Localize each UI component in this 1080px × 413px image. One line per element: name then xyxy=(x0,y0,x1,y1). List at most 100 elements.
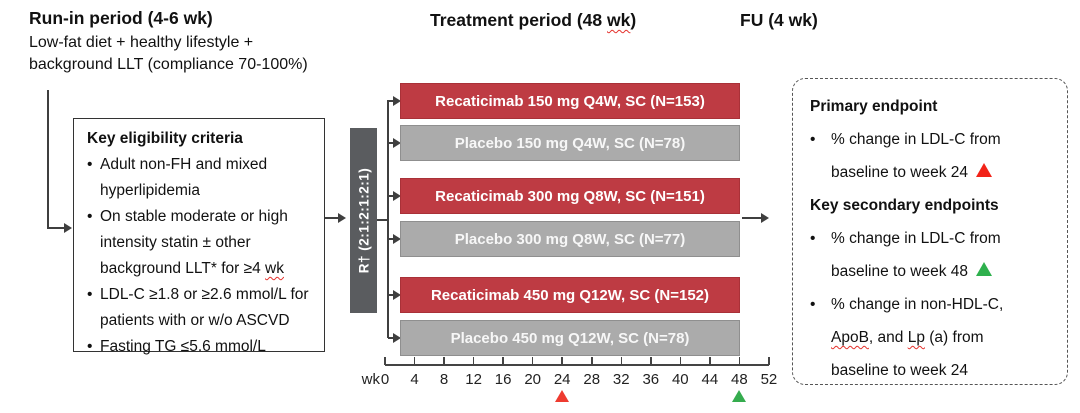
week-tick xyxy=(561,357,563,365)
run-in-description-line2: background LLT (compliance 70-100%) xyxy=(29,56,308,73)
week-tick-label: 8 xyxy=(439,371,449,388)
week-tick-label: 52 xyxy=(760,371,778,388)
eligibility-item: Fasting TG ≤5.6 mmol/L xyxy=(87,334,312,360)
arm-bar-recaticimab-300: Recaticimab 300 mg Q8W, SC (N=151) xyxy=(400,178,740,214)
branch-line-arm2 xyxy=(388,142,394,144)
endpoint-line: ApoB, and Lp (a) from xyxy=(831,329,984,346)
run-in-period-title: Run-in period (4-6 wk) xyxy=(29,8,213,28)
branch-trunk-line xyxy=(387,100,389,338)
week-tick-label: 32 xyxy=(612,371,630,388)
week-tick xyxy=(531,357,534,365)
bullet-icon: • xyxy=(810,131,816,148)
week-tick-label: 16 xyxy=(494,371,512,388)
connector-runin-vertical-line xyxy=(47,90,49,228)
primary-endpoint-item: • % change in LDL-C from baseline to wee… xyxy=(810,123,1059,189)
week-tick xyxy=(679,357,682,365)
arm-label: Placebo 450 mg Q12W, SC (N=78) xyxy=(450,329,690,347)
week-tick xyxy=(413,357,416,365)
arrowhead-arm4-icon xyxy=(393,234,401,244)
arrowhead-arm6-icon xyxy=(393,333,401,343)
week-tick-label: 0 xyxy=(380,371,390,388)
arm-label: Recaticimab 150 mg Q4W, SC (N=153) xyxy=(435,92,705,110)
week24-primary-marker-icon xyxy=(555,390,569,402)
endpoint-line: % change in LDL-C from xyxy=(831,131,1001,148)
arrowhead-into-eligibility-icon xyxy=(64,223,72,233)
endpoint-line: baseline to week 48 xyxy=(831,255,1059,288)
week-tick xyxy=(472,357,475,365)
eligibility-item: LDL-C ≥1.8 or ≥2.6 mmol/L for patients w… xyxy=(87,282,312,334)
arm-bar-placebo-300: Placebo 300 mg Q8W, SC (N=77) xyxy=(400,221,740,257)
arm-label: Placebo 150 mg Q4W, SC (N=78) xyxy=(454,134,686,152)
week-tick xyxy=(738,357,741,365)
endpoint-line: % change in non-HDL-C, xyxy=(831,296,1004,313)
primary-endpoint-title: Primary endpoint xyxy=(810,98,938,115)
week-tick xyxy=(620,357,623,365)
bullet-icon: • xyxy=(810,230,816,247)
branch-line-arm4 xyxy=(388,238,394,240)
connector-eligibility-to-randomization xyxy=(325,217,339,219)
week-tick-label: 36 xyxy=(642,371,660,388)
secondary-endpoints-title: Key secondary endpoints xyxy=(810,197,999,214)
eligibility-item: Adult non-FH and mixed hyperlipidemia xyxy=(87,152,312,204)
arrowhead-into-randomization-icon xyxy=(338,213,346,223)
week-tick-label: 12 xyxy=(465,371,482,388)
week-axis-line xyxy=(385,364,769,366)
arm-label: Recaticimab 300 mg Q8W, SC (N=151) xyxy=(435,187,705,205)
arm-bar-placebo-150: Placebo 150 mg Q4W, SC (N=78) xyxy=(400,125,740,161)
arrowhead-into-endpoints-icon xyxy=(761,213,769,223)
week-tick xyxy=(384,357,386,365)
eligibility-title: Key eligibility criteria xyxy=(87,130,243,147)
red-triangle-icon xyxy=(976,163,993,177)
week-tick xyxy=(590,357,593,365)
week-tick-label: 4 xyxy=(410,371,419,388)
endpoint-line: baseline to week 24 xyxy=(831,362,969,379)
week-tick xyxy=(443,357,445,365)
week-tick xyxy=(709,357,711,365)
follow-up-title: FU (4 wk) xyxy=(740,10,818,30)
week-tick-label: 44 xyxy=(701,371,719,388)
branch-line-arm1 xyxy=(388,100,394,102)
treatment-period-title: Treatment period (48 wk) xyxy=(430,10,637,30)
arm-bar-recaticimab-150: Recaticimab 150 mg Q4W, SC (N=153) xyxy=(400,83,740,119)
connector-runin-horizontal-line xyxy=(47,227,65,229)
arm-bar-placebo-450: Placebo 450 mg Q12W, SC (N=78) xyxy=(400,320,740,356)
week-axis-ticks xyxy=(384,357,770,365)
randomization-box: R† (2:1:2:1:2:1) xyxy=(350,128,377,313)
run-in-description-line1: Low-fat diet + healthy lifestyle + xyxy=(29,34,254,51)
secondary-endpoint-item-2: • % change in non-HDL-C, ApoB, and Lp (a… xyxy=(810,288,1059,387)
week-tick xyxy=(502,357,504,365)
week-tick xyxy=(650,357,652,365)
green-triangle-icon xyxy=(976,262,993,276)
arrowhead-arm2-icon xyxy=(393,138,401,148)
bullet-icon: • xyxy=(810,296,816,313)
branch-line-arm3 xyxy=(388,195,394,197)
week-tick-label: 40 xyxy=(671,371,689,388)
week-axis-labels: 0 4 8 12 16 20 24 28 32 36 40 44 48 52 xyxy=(373,371,781,388)
week-tick xyxy=(768,357,770,365)
connector-arms-to-endpoints xyxy=(742,217,762,219)
week-unit-label: wk xyxy=(361,371,380,388)
eligibility-list: Adult non-FH and mixed hyperlipidemia On… xyxy=(87,152,318,360)
week-tick-label: 28 xyxy=(583,371,601,388)
arm-bar-recaticimab-450: Recaticimab 450 mg Q12W, SC (N=152) xyxy=(400,277,740,313)
branch-stub-line xyxy=(377,219,388,221)
eligibility-item: On stable moderate or high intensity sta… xyxy=(87,204,312,282)
eligibility-criteria-box: Key eligibility criteria Adult non-FH an… xyxy=(73,118,325,360)
endpoint-line: baseline to week 24 xyxy=(831,156,1059,189)
week-tick-label: 48 xyxy=(731,371,748,388)
week48-secondary-marker-icon xyxy=(732,390,746,402)
arrowhead-arm3-icon xyxy=(393,191,401,201)
week-tick-label: 24 xyxy=(553,371,571,388)
arm-label: Placebo 300 mg Q8W, SC (N=77) xyxy=(454,230,686,248)
arrowhead-arm5-icon xyxy=(393,290,401,300)
branch-line-arm5 xyxy=(388,294,394,296)
secondary-endpoint-item-1: • % change in LDL-C from baseline to wee… xyxy=(810,222,1059,288)
endpoints-panel: Primary endpoint • % change in LDL-C fro… xyxy=(792,78,1068,385)
arm-label: Recaticimab 450 mg Q12W, SC (N=152) xyxy=(430,286,710,304)
branch-line-arm6 xyxy=(388,337,394,339)
randomization-label: R† (2:1:2:1:2:1) xyxy=(356,167,371,274)
arrowhead-arm1-icon xyxy=(393,96,401,106)
endpoint-line: % change in LDL-C from xyxy=(831,230,1001,247)
week-tick-label: 20 xyxy=(524,371,541,388)
